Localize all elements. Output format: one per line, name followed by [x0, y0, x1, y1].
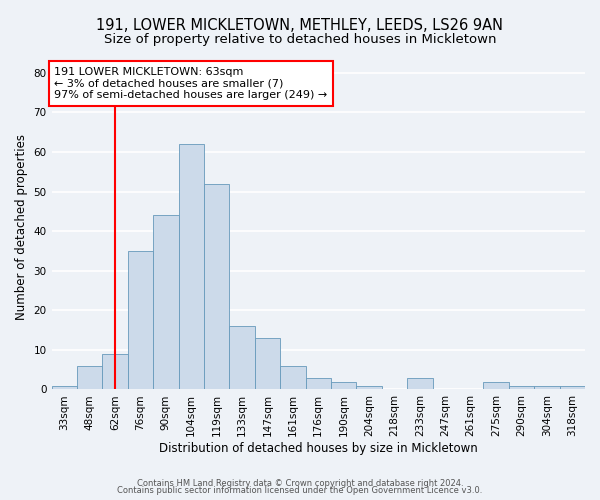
Bar: [356, 386, 382, 390]
Bar: [204, 184, 229, 390]
Bar: [509, 386, 534, 390]
Text: Contains public sector information licensed under the Open Government Licence v3: Contains public sector information licen…: [118, 486, 482, 495]
Bar: [103, 354, 128, 390]
Bar: [128, 251, 153, 390]
Text: Contains HM Land Registry data © Crown copyright and database right 2024.: Contains HM Land Registry data © Crown c…: [137, 478, 463, 488]
Text: 191 LOWER MICKLETOWN: 63sqm
← 3% of detached houses are smaller (7)
97% of semi-: 191 LOWER MICKLETOWN: 63sqm ← 3% of deta…: [54, 67, 328, 100]
Text: 191, LOWER MICKLETOWN, METHLEY, LEEDS, LS26 9AN: 191, LOWER MICKLETOWN, METHLEY, LEEDS, L…: [97, 18, 503, 32]
Bar: [305, 378, 331, 390]
Bar: [407, 378, 433, 390]
Bar: [331, 382, 356, 390]
Bar: [534, 386, 560, 390]
Y-axis label: Number of detached properties: Number of detached properties: [15, 134, 28, 320]
Bar: [255, 338, 280, 390]
Bar: [280, 366, 305, 390]
Bar: [153, 216, 179, 390]
Bar: [560, 386, 585, 390]
Bar: [229, 326, 255, 390]
Bar: [77, 366, 103, 390]
Bar: [52, 386, 77, 390]
X-axis label: Distribution of detached houses by size in Mickletown: Distribution of detached houses by size …: [159, 442, 478, 455]
Bar: [179, 144, 204, 390]
Bar: [484, 382, 509, 390]
Text: Size of property relative to detached houses in Mickletown: Size of property relative to detached ho…: [104, 32, 496, 46]
